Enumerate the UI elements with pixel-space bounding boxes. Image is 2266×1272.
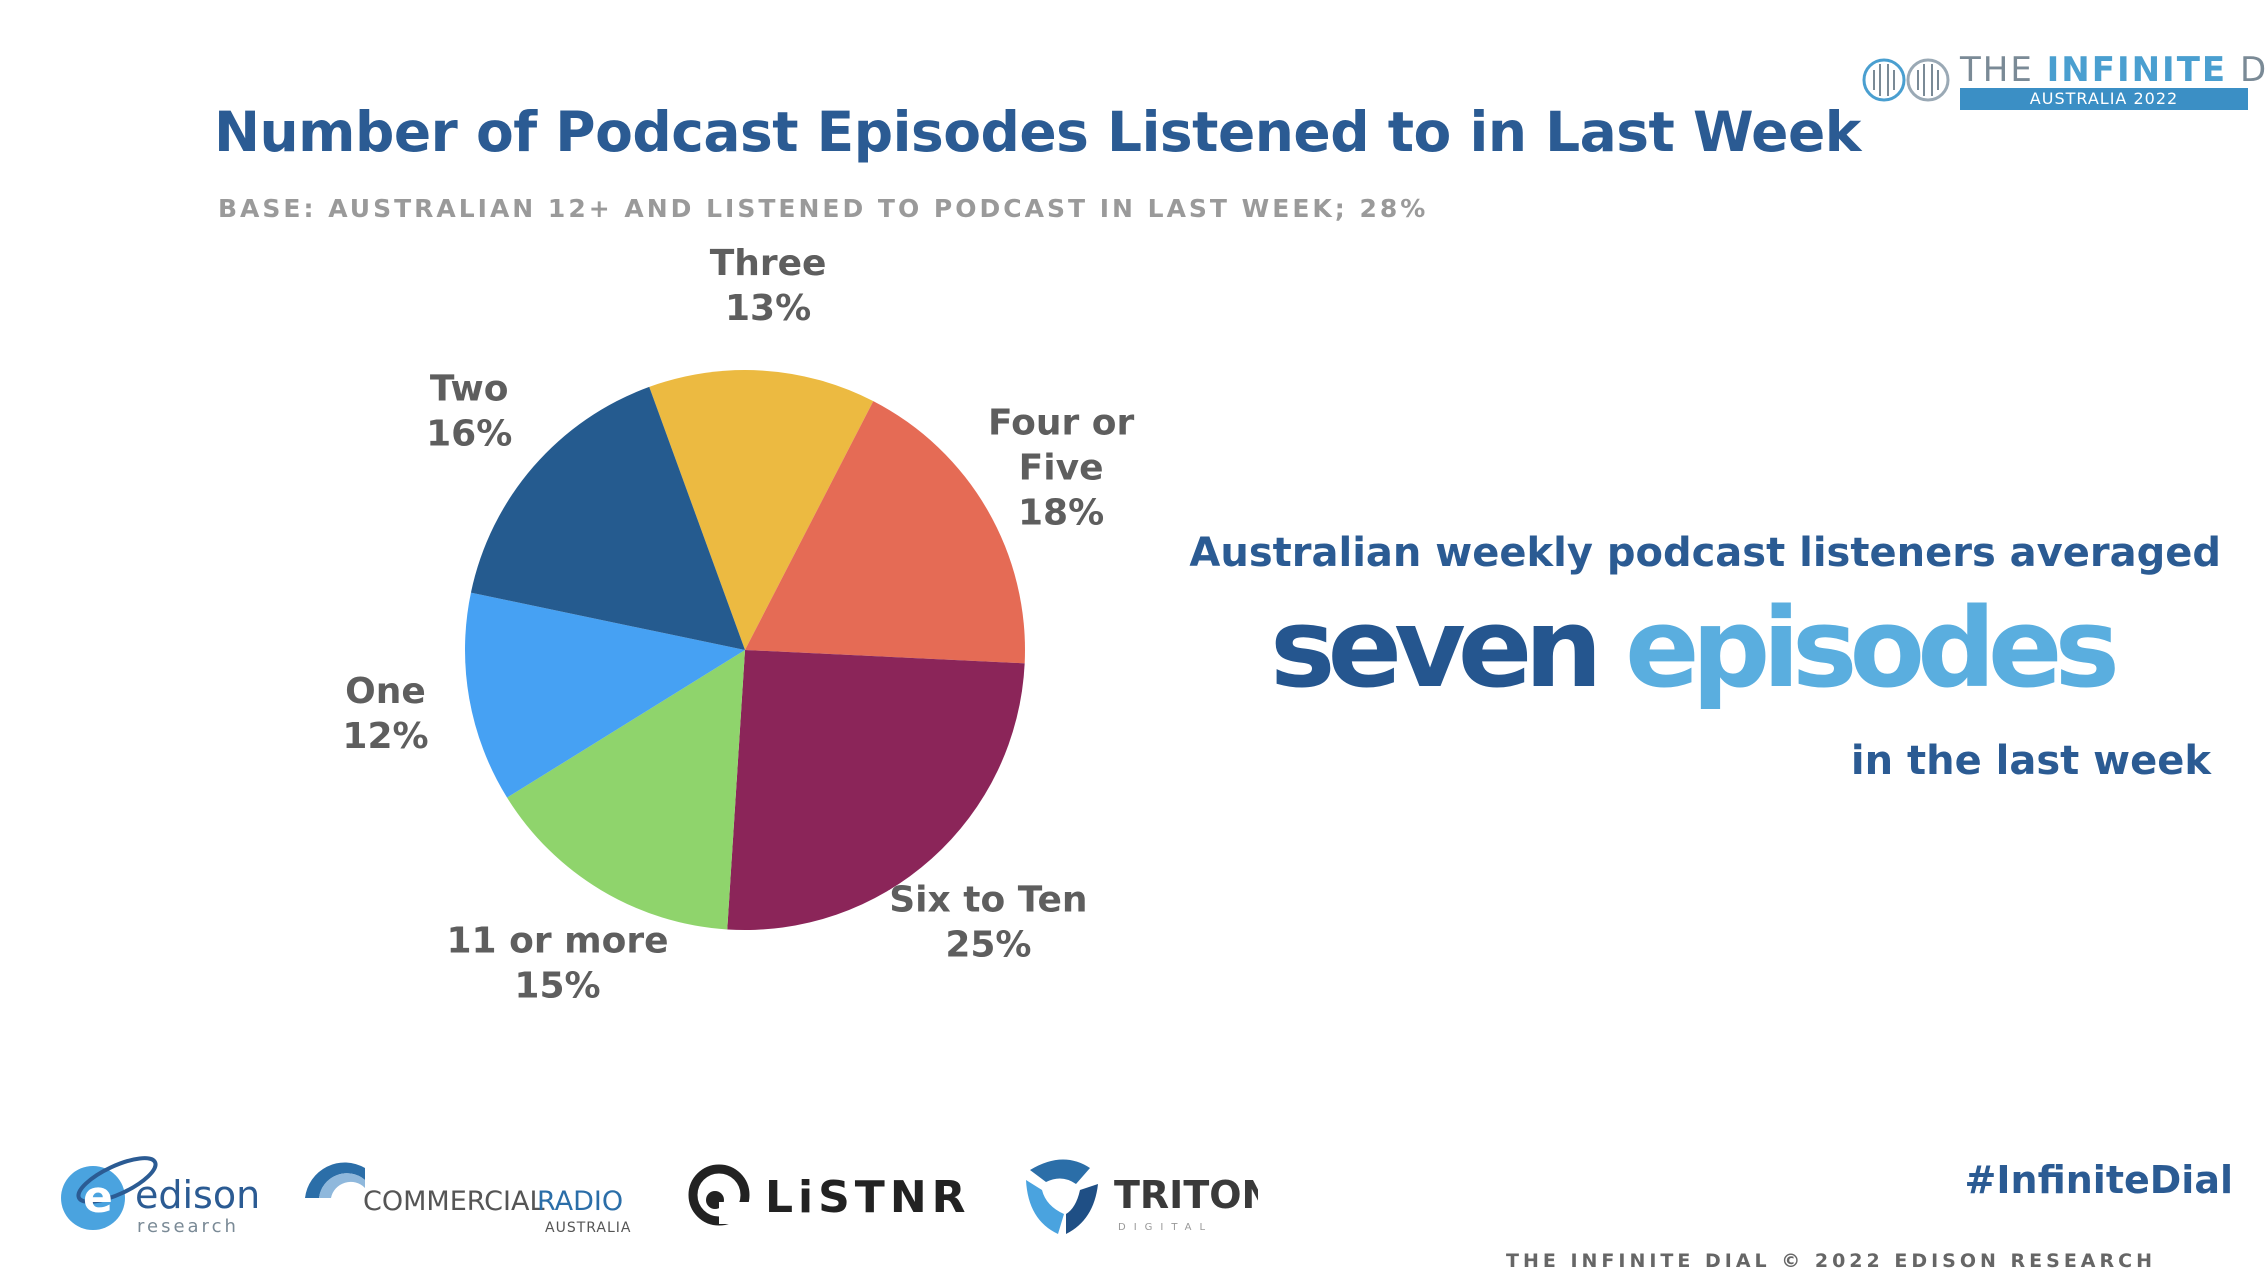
brand-edition: AUSTRALIA 2022	[1960, 88, 2248, 110]
pie-slice	[745, 401, 1025, 664]
callout-line3: in the last week	[1850, 738, 2211, 784]
listnr-logo: LiSTNR	[688, 1164, 965, 1226]
pie-slice-percent: 18%	[1018, 493, 1104, 534]
pie-slice-category: Two	[430, 369, 509, 410]
pie-slice-label: Three 13%	[710, 243, 827, 329]
pie-slice-label: Two 16%	[426, 369, 512, 455]
pie-slice-category: Three	[710, 243, 827, 284]
edison-sub: research	[137, 1216, 239, 1237]
callout-line1: Australian weekly podcast listeners aver…	[1189, 530, 2221, 576]
pie-slices	[465, 370, 1025, 931]
brand-title-suffix: DIAL	[2239, 50, 2266, 90]
callout-big-part2: episodes	[1625, 584, 2120, 712]
pie-slice-category: One	[345, 671, 426, 712]
pie-slice-label: Four or Five 18%	[988, 403, 1135, 534]
page-title: Number of Podcast Episodes Listened to i…	[214, 100, 1861, 164]
pie-slice-percent: 25%	[945, 925, 1031, 966]
pie-slice-category: Five	[1019, 448, 1104, 489]
pie-slice-percent: 16%	[426, 414, 512, 455]
pie-slice-percent: 12%	[342, 716, 428, 757]
brand-title-bold: INFINITE	[2046, 50, 2228, 90]
pie-chart: Three 13% Four or Five 18% Six to Ten 25% 11 or…	[342, 243, 1134, 1007]
pie-slice-label: Six to Ten 25%	[889, 880, 1087, 966]
edison-name: edison	[135, 1173, 260, 1217]
pie-slice-label: 11 or more 15%	[446, 921, 668, 1007]
pie-slice	[465, 592, 745, 798]
pie-slice-percent: 15%	[514, 966, 600, 1007]
hashtag: #InfiniteDial	[1964, 1158, 2233, 1202]
commercial-radio-word2: RADIO	[537, 1186, 623, 1217]
infinite-dial-logo	[1862, 58, 1950, 102]
commercial-radio-sub: AUSTRALIA	[545, 1220, 632, 1236]
commercial-radio-word1: COMMERCIAL	[363, 1186, 545, 1217]
callout-headline: seven episodes	[1270, 584, 2120, 712]
edison-research-logo: e edison research	[61, 1156, 260, 1237]
pie-slice-category: Four or	[988, 403, 1135, 444]
pie-slice	[470, 386, 745, 650]
triton-logo: TRITON DIGITAL	[1026, 1159, 1258, 1234]
callout-big-part1: seven	[1270, 584, 1603, 712]
svg-text:e: e	[83, 1172, 113, 1223]
pie-slice	[507, 650, 745, 930]
triton-sub: DIGITAL	[1118, 1222, 1213, 1233]
pie-slice-percent: 13%	[725, 288, 811, 329]
brand-title: THE INFINITE DIAL	[1960, 50, 2266, 90]
brand-title-prefix: THE	[1960, 50, 2047, 90]
commercial-radio-logo: COMMERCIAL RADIO AUSTRALIA	[305, 1162, 632, 1236]
pie-slice-category: 11 or more	[446, 921, 668, 962]
pie-labels: Three 13% Four or Five 18% Six to Ten 25% 11 or…	[342, 243, 1134, 1007]
footer-copyright: THE INFINITE DIAL © 2022 EDISON RESEARCH	[1505, 1250, 2156, 1272]
listnr-name: LiSTNR	[765, 1172, 965, 1223]
pie-slice-label: One 12%	[342, 671, 428, 757]
pie-slice	[649, 370, 874, 650]
triton-name: TRITON	[1114, 1173, 1258, 1217]
pie-slice	[727, 650, 1025, 931]
pie-slice-category: Six to Ten	[889, 880, 1087, 921]
page-subtitle: BASE: AUSTRALIAN 12+ AND LISTENED TO POD…	[218, 194, 1429, 223]
